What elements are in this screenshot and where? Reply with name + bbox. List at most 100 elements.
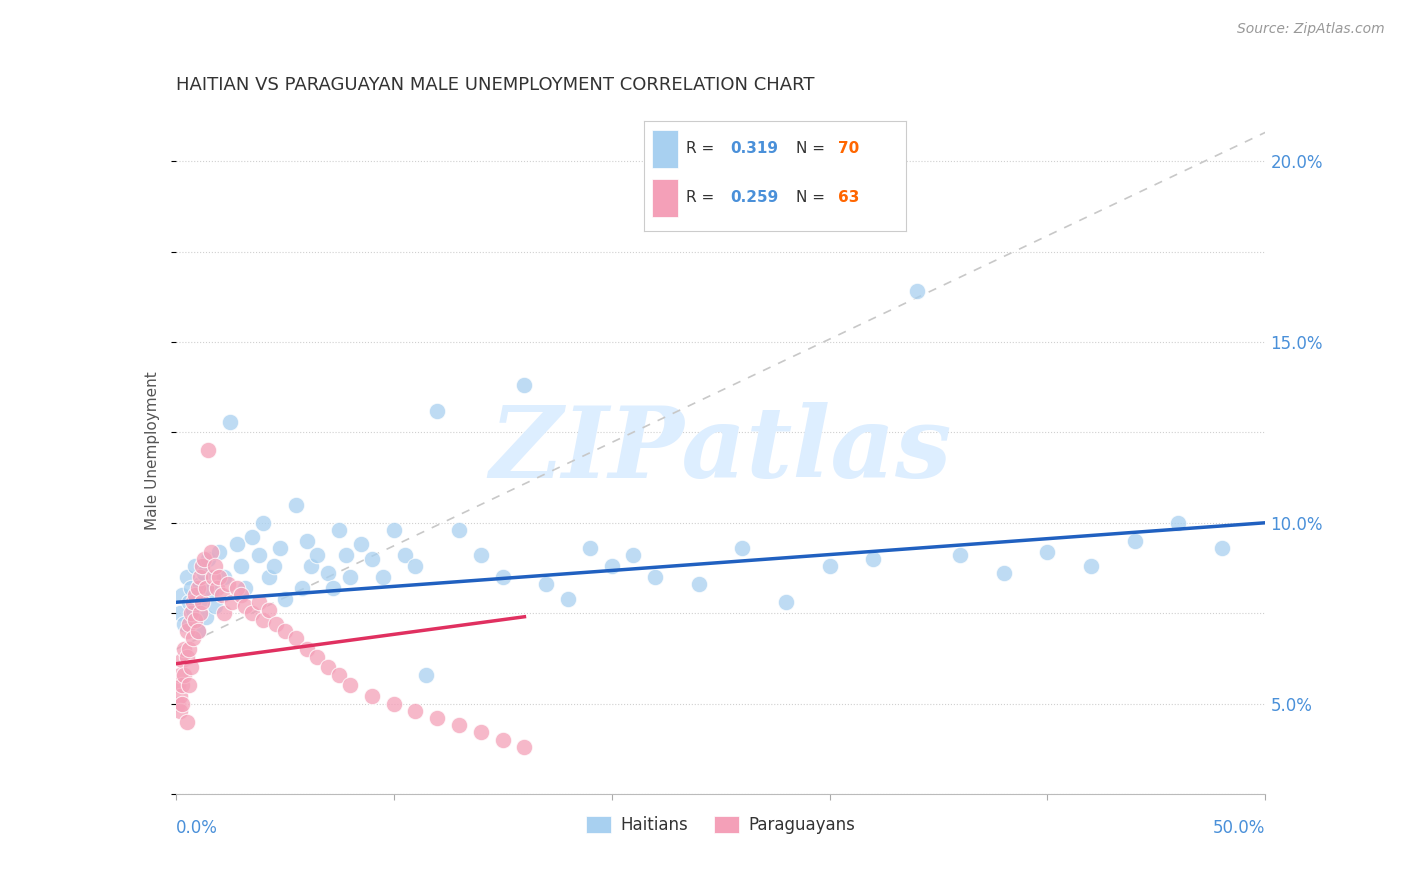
Paraguayans <box>259 602 281 616</box>
Haitians <box>204 599 226 613</box>
Haitians <box>291 581 314 595</box>
Haitians <box>1080 559 1102 574</box>
Haitians <box>382 523 405 537</box>
Haitians <box>247 549 270 563</box>
Paraguayans <box>360 690 382 704</box>
Haitians <box>688 577 710 591</box>
Haitians <box>193 566 215 581</box>
Paraguayans <box>205 581 228 595</box>
Text: 0.0%: 0.0% <box>176 819 218 838</box>
Haitians <box>1167 516 1189 530</box>
Paraguayans <box>426 711 449 725</box>
Paraguayans <box>197 443 219 458</box>
Haitians <box>949 549 972 563</box>
Paraguayans <box>295 642 318 657</box>
Haitians <box>447 523 470 537</box>
Paraguayans <box>208 570 231 584</box>
Haitians <box>252 516 274 530</box>
Haitians <box>307 549 329 563</box>
Paraguayans <box>184 588 207 602</box>
Haitians <box>621 549 644 563</box>
Paraguayans <box>274 624 297 639</box>
Haitians <box>371 570 394 584</box>
Haitians <box>360 552 382 566</box>
Paraguayans <box>470 725 492 739</box>
Haitians <box>180 581 202 595</box>
Haitians <box>513 378 536 392</box>
Paraguayans <box>186 624 209 639</box>
Haitians <box>197 552 219 566</box>
Paraguayans <box>181 595 204 609</box>
Haitians <box>173 617 195 632</box>
Paraguayans <box>177 678 200 692</box>
Haitians <box>1211 541 1233 555</box>
Paraguayans <box>447 718 470 732</box>
Haitians <box>405 559 427 574</box>
Haitians <box>394 549 416 563</box>
Paraguayans <box>240 606 263 620</box>
Text: Source: ZipAtlas.com: Source: ZipAtlas.com <box>1237 22 1385 37</box>
Haitians <box>905 285 928 299</box>
Haitians <box>284 498 307 512</box>
Haitians <box>295 533 318 548</box>
Paraguayans <box>193 552 215 566</box>
Paraguayans <box>231 588 253 602</box>
Haitians <box>169 606 191 620</box>
Haitians <box>775 595 797 609</box>
Paraguayans <box>212 606 235 620</box>
Paraguayans <box>201 570 224 584</box>
Paraguayans <box>177 642 200 657</box>
Haitians <box>862 552 884 566</box>
Paraguayans <box>247 595 270 609</box>
Paraguayans <box>307 649 329 664</box>
Text: ZIPatlas: ZIPatlas <box>489 402 952 499</box>
Y-axis label: Male Unemployment: Male Unemployment <box>145 371 160 530</box>
Haitians <box>993 566 1015 581</box>
Paraguayans <box>382 697 405 711</box>
Text: 50.0%: 50.0% <box>1213 819 1265 838</box>
Legend: Haitians, Paraguayans: Haitians, Paraguayans <box>579 809 862 840</box>
Paraguayans <box>204 559 226 574</box>
Haitians <box>181 602 204 616</box>
Paraguayans <box>177 617 200 632</box>
Paraguayans <box>492 732 515 747</box>
Haitians <box>235 581 257 595</box>
Haitians <box>339 570 361 584</box>
Haitians <box>299 559 322 574</box>
Haitians <box>200 584 222 599</box>
Haitians <box>322 581 344 595</box>
Paraguayans <box>172 678 194 692</box>
Text: HAITIAN VS PARAGUAYAN MALE UNEMPLOYMENT CORRELATION CHART: HAITIAN VS PARAGUAYAN MALE UNEMPLOYMENT … <box>176 77 814 95</box>
Paraguayans <box>180 606 202 620</box>
Paraguayans <box>184 613 207 627</box>
Paraguayans <box>191 559 214 574</box>
Paraguayans <box>211 588 233 602</box>
Haitians <box>1123 533 1146 548</box>
Haitians <box>318 566 340 581</box>
Paraguayans <box>180 660 202 674</box>
Paraguayans <box>339 678 361 692</box>
Haitians <box>328 523 350 537</box>
Paraguayans <box>225 581 247 595</box>
Paraguayans <box>169 704 191 718</box>
Haitians <box>259 570 281 584</box>
Paraguayans <box>176 714 198 729</box>
Haitians <box>415 667 437 681</box>
Haitians <box>269 541 291 555</box>
Haitians <box>335 549 357 563</box>
Haitians <box>350 537 373 551</box>
Haitians <box>600 559 623 574</box>
Paraguayans <box>186 581 209 595</box>
Paraguayans <box>173 667 195 681</box>
Paraguayans <box>195 581 218 595</box>
Paraguayans <box>167 697 190 711</box>
Haitians <box>231 559 253 574</box>
Haitians <box>470 549 492 563</box>
Paraguayans <box>188 570 211 584</box>
Paraguayans <box>318 660 340 674</box>
Haitians <box>263 559 285 574</box>
Paraguayans <box>169 690 191 704</box>
Paraguayans <box>252 613 274 627</box>
Paraguayans <box>328 667 350 681</box>
Haitians <box>177 595 200 609</box>
